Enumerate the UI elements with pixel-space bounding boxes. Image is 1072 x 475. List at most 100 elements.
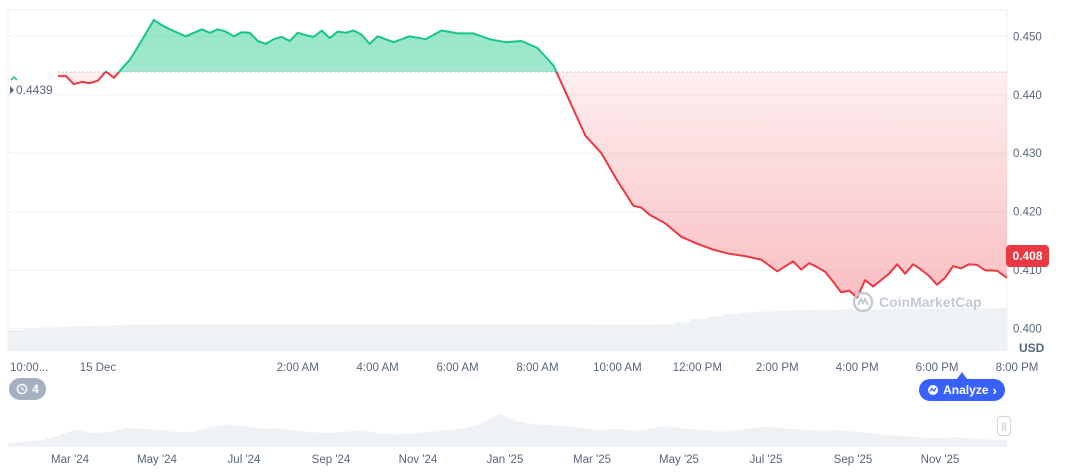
reference-price-text: 0.4439 <box>16 83 53 97</box>
chevron-right-icon: › <box>992 382 997 398</box>
navigator-tick-label: May '25 <box>659 454 699 466</box>
analyze-icon <box>928 385 939 395</box>
volume-bar <box>224 324 242 351</box>
price-line-down <box>58 71 1008 299</box>
x-tick-label: 8:00 PM <box>996 362 1039 374</box>
volume-bar <box>490 324 508 351</box>
volume-bar <box>207 324 225 351</box>
volume-bar <box>990 308 1008 351</box>
volume-bar <box>607 324 625 351</box>
volume-bar <box>8 330 26 351</box>
x-tick-label: 10:00... <box>10 362 48 374</box>
volume-bar <box>590 324 608 351</box>
navigator-tick-label: Mar '24 <box>51 454 90 466</box>
volume-bar <box>157 324 175 351</box>
price-area-up <box>105 19 557 72</box>
x-tick-label: 10:00 AM <box>593 362 642 374</box>
volume-bar <box>41 327 59 351</box>
volume-bar <box>291 324 309 351</box>
history-icon <box>16 383 28 395</box>
volume-bar <box>24 328 42 351</box>
coinmarketcap-logo-icon <box>852 291 874 313</box>
y-tick-label: 0.430 <box>1013 148 1042 160</box>
volume-bar <box>407 324 425 351</box>
navigator-tick-label: Sep '25 <box>834 454 873 466</box>
navigator-tick-label: Jan '25 <box>487 454 524 466</box>
volume-bar <box>324 324 342 351</box>
history-button[interactable]: 4 <box>9 378 46 400</box>
start-marker <box>10 75 18 81</box>
volume-bar <box>757 311 775 351</box>
volume-bar <box>957 308 975 351</box>
reference-price-label: 0.4439 <box>10 83 53 97</box>
analyze-label: Analyze <box>943 383 989 397</box>
volume-bar <box>907 308 925 351</box>
volume-bar <box>390 324 408 351</box>
volume-bar <box>973 308 991 351</box>
volume-bar <box>657 324 675 351</box>
volume-bar <box>57 326 75 351</box>
currency-label: USD <box>1019 341 1045 355</box>
navigator-handle[interactable]: || <box>997 416 1011 436</box>
volume-bar <box>191 324 209 351</box>
volume-bar <box>640 324 658 351</box>
volume-bar <box>307 324 325 351</box>
x-tick-label: 8:00 AM <box>516 362 558 374</box>
volume-bar <box>674 322 692 351</box>
analyze-button[interactable]: Analyze › <box>919 379 1005 401</box>
x-tick-label: 4:00 PM <box>836 362 879 374</box>
x-tick-label: 6:00 PM <box>916 362 959 374</box>
current-price-text: 0.408 <box>1012 249 1043 263</box>
y-tick-label: 0.400 <box>1013 324 1042 336</box>
x-tick-label: 15 Dec <box>80 362 117 374</box>
volume-bar <box>723 314 741 351</box>
volume-bar <box>540 324 558 351</box>
x-tick-label: 4:00 AM <box>357 362 399 374</box>
volume-bar <box>91 325 109 351</box>
history-count: 4 <box>32 382 39 396</box>
volume-bar <box>857 309 875 351</box>
navigator-tick-label: Jul '25 <box>750 454 783 466</box>
volume-bar <box>707 316 725 351</box>
volume-bar <box>141 324 159 351</box>
analyze-pointer <box>957 372 967 379</box>
volume-bar <box>890 308 908 351</box>
volume-bar <box>574 324 592 351</box>
volume-bar <box>440 324 458 351</box>
navigator-tick-label: Nov '25 <box>921 454 960 466</box>
volume-bar <box>124 324 142 351</box>
volume-bar <box>274 324 292 351</box>
navigator-tick-label: Nov '24 <box>399 454 438 466</box>
volume-bar <box>773 310 791 351</box>
y-tick-label: 0.420 <box>1013 207 1042 219</box>
x-tick-label: 2:00 PM <box>756 362 799 374</box>
volume-bar <box>341 324 359 351</box>
navigator-tick-label: May '24 <box>137 454 178 466</box>
volume-bar <box>374 324 392 351</box>
volume-bar <box>823 309 841 351</box>
y-tick-label: 0.440 <box>1013 90 1042 102</box>
y-tick-label: 0.410 <box>1013 265 1042 277</box>
x-tick-label: 12:00 PM <box>673 362 722 374</box>
volume-bar <box>241 324 259 351</box>
volume-bar <box>790 310 808 351</box>
y-tick-label: 0.450 <box>1013 31 1042 43</box>
price-area-down <box>58 71 1007 298</box>
volume-bar <box>107 325 125 351</box>
volume-bar <box>174 324 192 351</box>
volume-bar <box>557 324 575 351</box>
volume-bar <box>524 324 542 351</box>
caret-right-icon <box>10 86 14 94</box>
x-tick-label: 6:00 AM <box>436 362 478 374</box>
navigator-area <box>8 413 1007 446</box>
volume-bar <box>74 326 92 351</box>
volume-bar <box>457 324 475 351</box>
volume-bar <box>940 308 958 351</box>
current-price-tag: 0.408 <box>1006 245 1049 267</box>
watermark: CoinMarketCap <box>852 291 982 313</box>
volume-bar <box>624 324 642 351</box>
navigator-tick-label: Mar '25 <box>573 454 611 466</box>
watermark-text: CoinMarketCap <box>879 294 982 310</box>
